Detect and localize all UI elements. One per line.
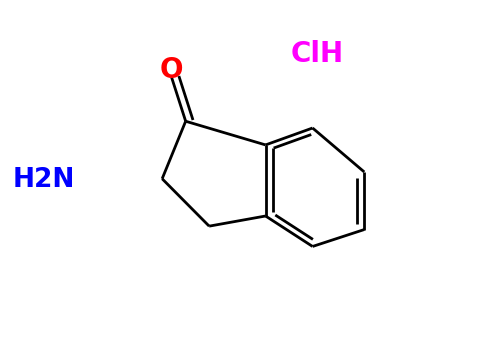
Text: O: O xyxy=(160,56,183,85)
Text: H2N: H2N xyxy=(13,168,75,193)
Text: ClH: ClH xyxy=(291,40,344,67)
